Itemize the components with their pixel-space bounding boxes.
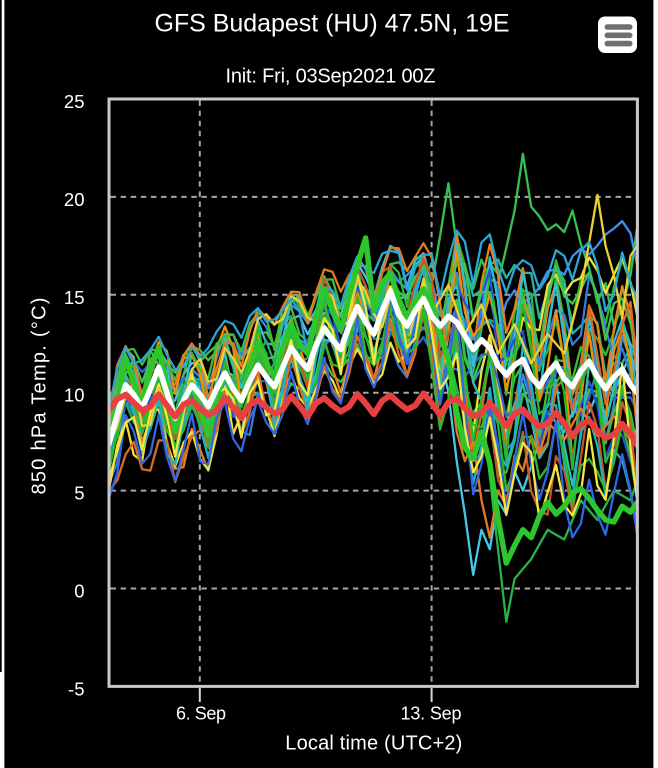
svg-text:25: 25 bbox=[64, 91, 85, 112]
svg-text:GFS Budapest (HU) 47.5N, 19E: GFS Budapest (HU) 47.5N, 19E bbox=[155, 10, 510, 38]
svg-text:10: 10 bbox=[64, 385, 85, 406]
svg-text:20: 20 bbox=[64, 189, 85, 210]
svg-text:15: 15 bbox=[64, 287, 85, 308]
svg-text:13. Sep: 13. Sep bbox=[401, 704, 462, 724]
svg-text:5: 5 bbox=[74, 483, 84, 504]
svg-text:850 hPa Temp. (°C): 850 hPa Temp. (°C) bbox=[29, 298, 51, 495]
svg-text:Local time (UTC+2): Local time (UTC+2) bbox=[285, 733, 462, 755]
svg-text:6. Sep: 6. Sep bbox=[176, 704, 226, 724]
svg-text:-5: -5 bbox=[68, 678, 84, 699]
svg-text:0: 0 bbox=[74, 581, 84, 602]
svg-text:Init: Fri, 03Sep2021 00Z: Init: Fri, 03Sep2021 00Z bbox=[226, 66, 436, 88]
